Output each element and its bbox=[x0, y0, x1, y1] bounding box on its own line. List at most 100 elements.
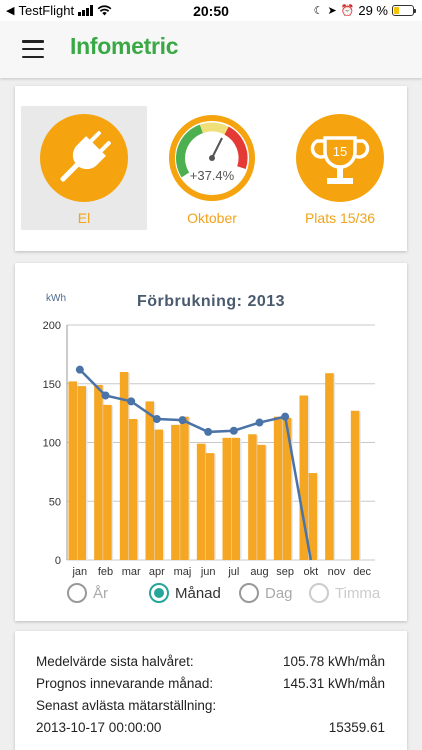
bar bbox=[119, 372, 129, 560]
radio-hour-label: Timma bbox=[335, 584, 381, 602]
tile-month-label: Oktober bbox=[187, 210, 237, 226]
app-bar: Infometric bbox=[0, 22, 422, 78]
status-bar: ◀ TestFlight 20:50 ☾ ➤ ⏰ 29 % bbox=[0, 0, 422, 22]
app-title: Infometric bbox=[70, 33, 179, 59]
line-point bbox=[281, 412, 290, 421]
y-tick-label: 0 bbox=[55, 555, 61, 567]
radio-day[interactable]: Dag bbox=[239, 583, 293, 603]
back-app-label: TestFlight bbox=[18, 3, 75, 18]
line-point bbox=[204, 427, 213, 436]
radio-hour[interactable]: Timma bbox=[309, 583, 380, 603]
tile-ranking-label: Plats 15/36 bbox=[304, 210, 376, 226]
x-tick-label: nov bbox=[328, 566, 346, 578]
info-row-forecast: Prognos innevarande månad: 145.31 kWh/må… bbox=[36, 676, 385, 691]
line-point bbox=[127, 397, 136, 406]
bar bbox=[103, 404, 112, 560]
bar bbox=[180, 416, 189, 560]
info-label: Prognos innevarande månad: bbox=[36, 676, 214, 691]
x-tick-label: jul bbox=[227, 566, 239, 578]
radio-dot bbox=[67, 583, 87, 603]
bar bbox=[350, 410, 360, 560]
info-row-meter-title: Senast avlästa mätarställning: bbox=[36, 698, 385, 713]
radio-month[interactable]: Månad bbox=[149, 583, 221, 603]
info-label: 2013-10-17 00:00:00 bbox=[36, 720, 162, 735]
radio-day-label: Dag bbox=[265, 584, 293, 602]
x-tick-label: jun bbox=[200, 566, 216, 578]
y-tick-label: 150 bbox=[43, 379, 61, 391]
bar bbox=[248, 434, 257, 560]
x-tick-label: okt bbox=[303, 566, 318, 578]
signal-icon bbox=[78, 5, 94, 16]
line-point bbox=[75, 365, 84, 374]
y-tick-label: 200 bbox=[43, 320, 61, 332]
y-tick-label: 50 bbox=[49, 496, 61, 508]
tile-electricity[interactable]: El bbox=[21, 106, 147, 230]
radio-dot bbox=[309, 583, 329, 603]
gauge-icon: +37.4% bbox=[169, 115, 255, 201]
line-point bbox=[178, 416, 187, 425]
tile-ranking[interactable]: 15 Plats 15/36 bbox=[277, 106, 403, 230]
info-label: Senast avlästa mätarställning: bbox=[36, 698, 217, 713]
info-card: Medelvärde sista halvåret: 105.78 kWh/må… bbox=[15, 631, 407, 750]
battery-percent: 29 % bbox=[358, 3, 388, 18]
location-icon: ➤ bbox=[327, 5, 337, 17]
line-point bbox=[255, 418, 264, 427]
y-tick-label: 100 bbox=[43, 438, 61, 450]
tile-month-gauge[interactable]: +37.4% Oktober bbox=[149, 106, 275, 230]
info-row-average: Medelvärde sista halvåret: 105.78 kWh/må… bbox=[36, 654, 385, 669]
line-point bbox=[101, 391, 110, 400]
radio-month-label: Månad bbox=[175, 584, 221, 602]
bar bbox=[196, 443, 206, 560]
plug-icon bbox=[40, 114, 128, 202]
gauge-value: +37.4% bbox=[190, 168, 235, 183]
bar bbox=[94, 384, 103, 560]
trophy-icon: 15 bbox=[296, 114, 384, 202]
x-tick-label: maj bbox=[174, 566, 192, 578]
radio-year-label: År bbox=[93, 584, 108, 602]
bar bbox=[68, 381, 77, 560]
radio-dot bbox=[239, 583, 259, 603]
info-label: Medelvärde sista halvåret: bbox=[36, 654, 194, 669]
status-time: 20:50 bbox=[193, 3, 229, 19]
summary-card: El +37.4% Oktober 15 Plats 15/36 bbox=[15, 86, 407, 251]
back-to-app-link[interactable]: ◀ TestFlight bbox=[6, 3, 112, 18]
bar bbox=[171, 424, 180, 560]
line-series bbox=[78, 368, 313, 561]
chart-title: Förbrukning: 2013 bbox=[136, 293, 286, 310]
bar bbox=[282, 417, 292, 560]
bar bbox=[145, 401, 154, 560]
info-value: 145.31 kWh/mån bbox=[282, 676, 385, 691]
bar bbox=[299, 395, 308, 560]
y-axis-unit: kWh bbox=[46, 293, 66, 304]
battery-icon bbox=[392, 5, 416, 16]
radio-dot bbox=[149, 583, 169, 603]
bar bbox=[325, 373, 334, 560]
wifi-icon bbox=[97, 5, 112, 16]
bar bbox=[222, 437, 231, 560]
radio-year[interactable]: År bbox=[67, 583, 108, 603]
x-tick-label: sep bbox=[276, 566, 294, 578]
bar bbox=[273, 416, 283, 560]
line-point bbox=[229, 426, 238, 435]
bar bbox=[77, 386, 86, 560]
x-tick-label: apr bbox=[149, 566, 165, 578]
bar bbox=[205, 453, 215, 560]
period-selector: År Månad Dag Timma bbox=[65, 583, 405, 609]
bar bbox=[257, 444, 266, 560]
info-value: 15359.61 bbox=[328, 720, 385, 735]
bar bbox=[231, 437, 240, 560]
bar bbox=[128, 419, 138, 560]
alarm-icon: ⏰ bbox=[340, 5, 355, 17]
info-row-meter-reading: 2013-10-17 00:00:00 15359.61 bbox=[36, 720, 385, 735]
chart-card: kWh Förbrukning: 2013 0 50 100 150 200 jan feb… bbox=[15, 263, 407, 621]
x-tick-label: mar bbox=[122, 566, 141, 578]
x-tick-label: dec bbox=[353, 566, 371, 578]
trophy-rank: 15 bbox=[333, 144, 347, 159]
x-tick-label: jan bbox=[71, 566, 87, 578]
consumption-chart: 0 50 100 150 200 jan feb mar apr maj jun jul aug sep o… bbox=[43, 320, 375, 578]
back-arrow-icon: ◀ bbox=[6, 5, 15, 17]
tile-electricity-label: El bbox=[77, 210, 91, 226]
moon-icon: ☾ bbox=[313, 5, 324, 17]
hamburger-icon[interactable] bbox=[22, 40, 44, 58]
x-tick-label: feb bbox=[98, 566, 113, 578]
